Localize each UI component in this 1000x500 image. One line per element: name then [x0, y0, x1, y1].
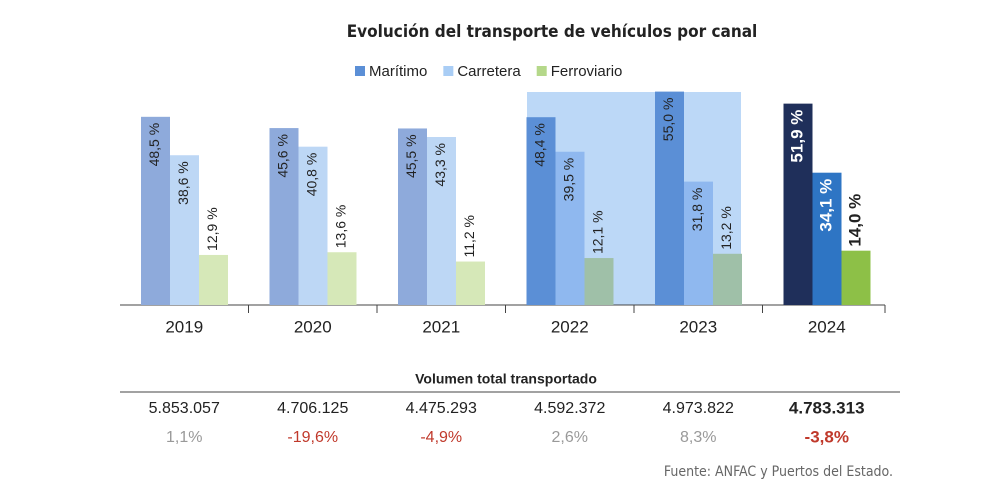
total-volume: 4.783.313: [789, 398, 865, 417]
value-label: 11,2 %: [461, 215, 477, 258]
bar: [783, 103, 813, 306]
bar: [456, 261, 485, 305]
x-tick-label: 2021: [422, 317, 460, 336]
value-label: 13,2 %: [718, 206, 734, 250]
change-percent: -3,8%: [805, 427, 849, 446]
total-volume: 5.853.057: [149, 400, 220, 417]
value-label: 48,5 %: [146, 123, 162, 167]
value-label: 43,3 %: [432, 143, 448, 187]
table-title: Volumen total transportado: [415, 371, 597, 387]
bar: [584, 258, 614, 305]
legend-label: Marítimo: [369, 63, 427, 80]
legend-swatch: [443, 66, 454, 76]
value-label: 12,9 %: [204, 207, 220, 251]
total-volume: 4.592.372: [534, 400, 605, 417]
value-label: 12,1 %: [590, 210, 606, 254]
x-tick-label: 2019: [165, 317, 203, 336]
bar: [713, 253, 742, 305]
value-label: 40,8 %: [304, 153, 320, 197]
value-label: 45,6 %: [275, 134, 291, 178]
bar: [841, 250, 871, 305]
bar: [298, 146, 328, 305]
bar: [427, 136, 456, 305]
source-note: Fuente: ANFAC y Puertos del Estado.: [664, 464, 893, 480]
total-volume: 4.973.822: [663, 400, 734, 417]
bar: [327, 252, 357, 305]
total-volume: 4.706.125: [277, 400, 348, 417]
bar: [812, 172, 842, 305]
change-percent: 8,3%: [680, 429, 716, 446]
legend-swatch: [536, 66, 547, 76]
value-label: 13,6 %: [333, 205, 349, 249]
bar: [170, 155, 199, 305]
bar: [555, 151, 585, 305]
value-label: 34,1 %: [816, 179, 835, 232]
change-percent: 1,1%: [166, 429, 202, 446]
change-percent: -19,6%: [287, 429, 338, 446]
chart-title: Evolución del transporte de vehículos po…: [347, 22, 758, 42]
value-label: 55,0 %: [660, 98, 676, 142]
change-percent: 2,6%: [552, 429, 588, 446]
value-label: 39,5 %: [561, 158, 577, 202]
bar: [398, 128, 427, 305]
value-label: 45,5 %: [403, 134, 419, 178]
value-label: 14,0 %: [845, 194, 864, 247]
legend-label: Ferroviario: [551, 63, 623, 80]
bar: [141, 116, 170, 305]
value-label: 48,4 %: [532, 123, 548, 167]
change-percent: -4,9%: [420, 429, 462, 446]
bar: [684, 181, 713, 305]
value-label: 31,8 %: [689, 188, 705, 232]
value-label: 38,6 %: [175, 161, 191, 205]
legend-label: Carretera: [457, 63, 521, 80]
x-tick-label: 2020: [294, 317, 332, 336]
total-volume: 4.475.293: [406, 400, 477, 417]
x-tick-label: 2024: [808, 317, 846, 336]
value-label: 51,9 %: [787, 110, 806, 163]
bar: [526, 117, 556, 305]
x-tick-label: 2022: [551, 317, 589, 336]
x-tick-label: 2023: [679, 317, 717, 336]
legend-swatch: [355, 66, 365, 76]
bar: [655, 91, 684, 305]
bar: [269, 128, 299, 305]
bar: [199, 254, 228, 305]
